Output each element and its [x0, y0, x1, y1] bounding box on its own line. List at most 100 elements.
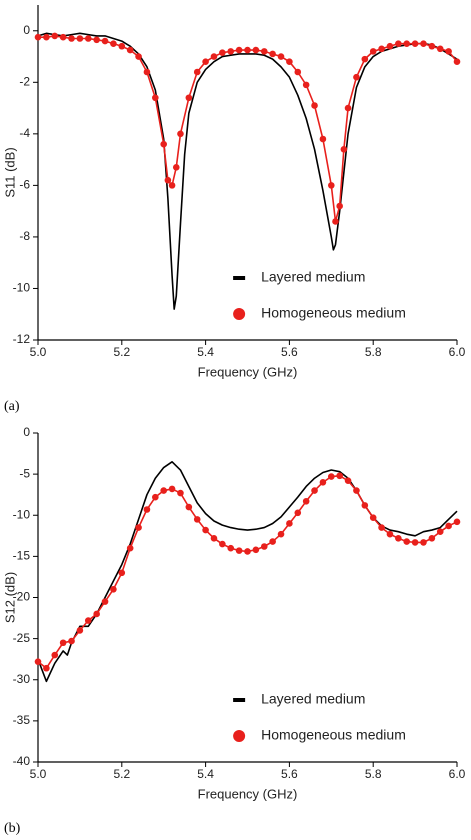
data-point	[428, 42, 436, 50]
data-point	[336, 472, 343, 480]
data-point	[328, 182, 335, 189]
data-point	[436, 528, 444, 535]
data-point	[193, 516, 201, 523]
x-tick-label: 6.0	[449, 767, 466, 781]
data-point	[395, 40, 402, 47]
data-point	[34, 33, 42, 41]
legend-label: Layered medium	[261, 269, 365, 285]
data-point	[110, 40, 117, 47]
y-tick-label: -20	[13, 590, 31, 604]
x-tick-label: 5.0	[30, 345, 47, 359]
data-point	[210, 53, 218, 60]
data-point	[411, 40, 419, 47]
data-point	[369, 48, 377, 55]
data-point	[235, 46, 243, 54]
series-line	[37, 474, 458, 670]
data-point	[340, 146, 348, 153]
data-point	[135, 53, 142, 60]
y-tick-label: -5	[19, 466, 30, 480]
data-point	[302, 81, 310, 89]
data-point	[353, 487, 360, 494]
x-axis-title: Frequency (GHz)	[198, 786, 298, 801]
data-point	[219, 49, 226, 56]
data-point	[411, 539, 419, 546]
data-point	[328, 473, 335, 480]
data-point	[361, 502, 369, 509]
data-point	[34, 658, 42, 665]
data-point	[344, 477, 352, 485]
x-tick-label: 5.0	[30, 767, 47, 781]
series-line	[37, 460, 458, 683]
data-point	[428, 534, 436, 542]
y-tick-label: -35	[13, 713, 31, 727]
data-point	[84, 617, 92, 624]
legend-marker	[233, 698, 246, 702]
data-point	[311, 487, 318, 494]
data-point	[269, 50, 276, 58]
data-point	[445, 522, 452, 530]
data-point	[311, 102, 318, 109]
data-point	[386, 42, 394, 50]
data-point	[68, 35, 75, 42]
data-point	[143, 506, 151, 513]
series-line	[38, 35, 458, 223]
data-point	[59, 639, 67, 647]
data-point	[219, 540, 226, 548]
data-point	[152, 493, 159, 501]
data-point	[168, 485, 176, 493]
data-point	[403, 40, 411, 47]
data-point	[252, 546, 260, 554]
y-tick-label: -12	[13, 332, 31, 346]
y-tick-label: -8	[19, 229, 30, 243]
data-point	[51, 32, 59, 40]
data-point	[319, 479, 327, 486]
data-point	[152, 94, 159, 102]
data-point	[126, 544, 134, 552]
data-point	[445, 48, 452, 55]
data-point	[403, 538, 411, 545]
data-point	[135, 524, 142, 531]
data-point	[101, 598, 109, 605]
data-point	[369, 514, 377, 522]
x-tick-label: 5.6	[281, 345, 298, 359]
data-point	[227, 544, 235, 552]
y-tick-label: -30	[13, 672, 31, 686]
data-point	[143, 68, 151, 76]
data-point	[93, 610, 100, 618]
data-point	[185, 503, 193, 511]
y-tick-label: -40	[13, 754, 31, 768]
data-point	[436, 45, 444, 53]
data-point	[269, 538, 276, 545]
x-tick-label: 5.8	[365, 767, 382, 781]
data-point	[227, 48, 235, 55]
data-point	[51, 651, 59, 659]
legend-label: Layered medium	[261, 691, 365, 707]
data-point	[260, 543, 268, 550]
data-point	[202, 58, 209, 65]
data-point	[84, 35, 92, 42]
data-point	[378, 45, 385, 53]
data-point	[68, 637, 75, 645]
y-tick-label: -10	[13, 281, 31, 295]
data-point	[260, 48, 268, 55]
x-tick-label: 5.2	[113, 767, 130, 781]
legend-marker	[233, 276, 246, 280]
data-point	[126, 46, 134, 54]
y-tick-label: 0	[23, 425, 30, 439]
legend-label: Homogeneous medium	[261, 727, 406, 743]
y-axis-title: S12 (dB)	[2, 572, 17, 623]
data-point	[244, 46, 251, 54]
data-point	[110, 585, 117, 593]
data-point	[336, 202, 343, 210]
panel-label: (a)	[4, 399, 20, 414]
data-point	[118, 569, 126, 577]
data-point	[344, 104, 352, 112]
data-point	[235, 547, 243, 554]
data-point	[101, 37, 109, 45]
x-tick-label: 5.4	[197, 767, 214, 781]
data-point	[160, 487, 167, 494]
y-tick-label: -10	[13, 507, 31, 521]
data-point	[59, 33, 67, 41]
data-point	[76, 627, 84, 634]
